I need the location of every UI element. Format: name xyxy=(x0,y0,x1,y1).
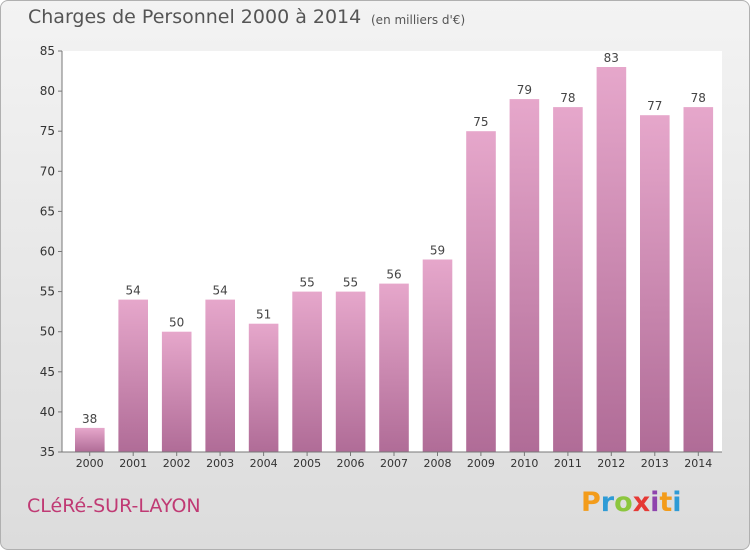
value-label-2006: 55 xyxy=(343,276,358,290)
value-label-2007: 56 xyxy=(386,268,401,282)
x-tick-label-2011: 2011 xyxy=(554,457,582,470)
value-label-2003: 54 xyxy=(212,284,227,298)
logo-letter: i xyxy=(672,487,682,518)
x-tick-label-2007: 2007 xyxy=(380,457,408,470)
bar-2011 xyxy=(553,107,583,452)
x-tick-label-2002: 2002 xyxy=(163,457,191,470)
chart-subtitle: (en milliers d'€) xyxy=(371,13,466,27)
logo-letter: P xyxy=(581,487,601,518)
logo-letter: r xyxy=(600,487,615,518)
value-label-2012: 83 xyxy=(604,51,619,65)
y-tick-label-80: 80 xyxy=(40,84,55,98)
value-label-2008: 59 xyxy=(430,244,445,258)
value-label-2014: 78 xyxy=(691,91,706,105)
value-label-2005: 55 xyxy=(299,276,314,290)
y-tick-label-85: 85 xyxy=(40,44,55,58)
bar-2013 xyxy=(640,115,670,452)
bar-2006 xyxy=(335,291,366,452)
x-tick-label-2012: 2012 xyxy=(597,457,625,470)
bar-2014 xyxy=(683,107,714,452)
value-label-2011: 78 xyxy=(560,91,575,105)
bar-2004 xyxy=(248,323,279,452)
x-tick-label-2013: 2013 xyxy=(641,457,669,470)
value-label-2009: 75 xyxy=(473,115,488,129)
x-tick-label-2001: 2001 xyxy=(119,457,147,470)
y-tick-label-35: 35 xyxy=(40,445,55,459)
bar-2005 xyxy=(292,291,322,452)
bar-2010 xyxy=(509,99,540,452)
bar-2008 xyxy=(422,259,453,452)
x-tick-label-2005: 2005 xyxy=(293,457,321,470)
x-tick-label-2004: 2004 xyxy=(250,457,278,470)
commune-name: CLéRé-SUR-LAYON xyxy=(27,495,201,517)
y-tick-label-60: 60 xyxy=(40,245,55,259)
x-tick-label-2009: 2009 xyxy=(467,457,495,470)
proxiti-logo: Proxiti xyxy=(581,487,682,518)
x-tick-label-2014: 2014 xyxy=(684,457,712,470)
value-label-2013: 77 xyxy=(647,99,662,113)
bar-2007 xyxy=(379,283,409,452)
value-label-2004: 51 xyxy=(256,308,271,322)
logo-letter: o xyxy=(614,487,633,518)
logo-letter: t xyxy=(659,487,673,518)
x-tick-label-2008: 2008 xyxy=(424,457,452,470)
x-tick-label-2000: 2000 xyxy=(76,457,104,470)
value-label-2002: 50 xyxy=(169,316,184,330)
y-tick-label-55: 55 xyxy=(40,285,55,299)
x-tick-label-2003: 2003 xyxy=(206,457,234,470)
y-tick-label-50: 50 xyxy=(40,325,55,339)
bar-2001 xyxy=(118,299,148,452)
bar-2012 xyxy=(596,67,627,452)
chart-title: Charges de Personnel 2000 à 2014 xyxy=(28,6,362,28)
value-label-2000: 38 xyxy=(82,412,97,426)
x-tick-label-2010: 2010 xyxy=(510,457,538,470)
y-tick-label-45: 45 xyxy=(40,365,55,379)
y-tick-label-70: 70 xyxy=(40,164,55,178)
logo-letter: i xyxy=(650,487,660,518)
x-tick-label-2006: 2006 xyxy=(337,457,365,470)
bar-2009 xyxy=(466,131,496,452)
bar-2002 xyxy=(161,331,192,452)
value-label-2010: 79 xyxy=(517,83,532,97)
y-tick-label-65: 65 xyxy=(40,204,55,218)
bar-2000 xyxy=(75,427,105,452)
y-tick-label-75: 75 xyxy=(40,124,55,138)
y-tick-label-40: 40 xyxy=(40,405,55,419)
bar-2003 xyxy=(205,299,235,452)
value-label-2001: 54 xyxy=(126,284,141,298)
logo-letter: x xyxy=(632,487,651,518)
